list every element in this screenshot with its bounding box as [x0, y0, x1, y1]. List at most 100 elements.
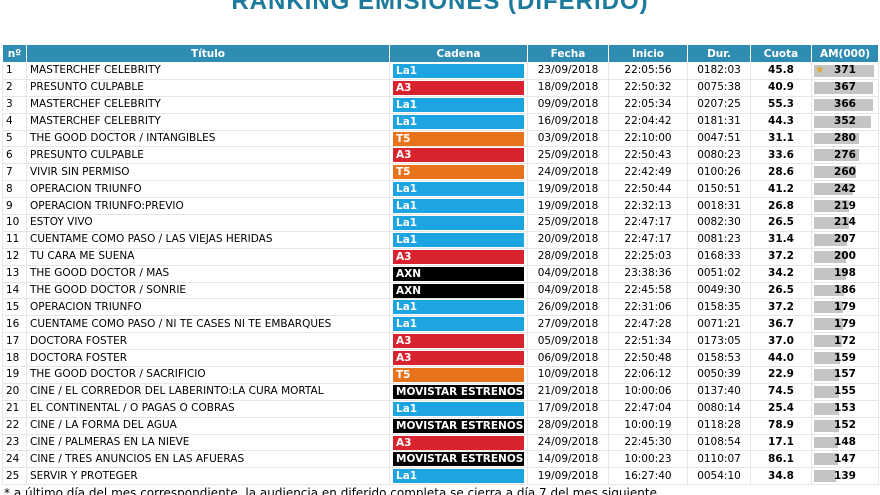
- audience-bar: [814, 115, 871, 128]
- audience-cell: 276: [811, 146, 879, 165]
- audience-value: 366: [834, 98, 856, 111]
- header-row: nº Título Cadena Fecha Inicio Dur. Cuota AM(000…: [2, 44, 879, 63]
- audience-value: 155: [834, 385, 856, 398]
- audience-bar: [814, 217, 849, 229]
- duration: 0082:30: [687, 214, 751, 232]
- program-title: CINE / LA FORMA DEL AGUA: [26, 416, 390, 435]
- rank: 11: [2, 230, 27, 249]
- program-title: OPERACION TRIUNFO: [26, 298, 390, 317]
- rank: 10: [2, 214, 27, 232]
- audience-value: 214: [834, 216, 856, 229]
- table-row: 24 CINE / TRES ANUNCIOS EN LAS AFUERAS MOV…: [2, 450, 879, 469]
- audience-bar: [814, 402, 839, 415]
- rank: 23: [2, 433, 27, 452]
- table-row: 12 TU CARA ME SUENA A3 28/09/2018 22:25:03 01…: [2, 247, 879, 266]
- share: 36.7: [750, 315, 812, 334]
- channel-badge: La1: [393, 232, 524, 247]
- audience-value: 371: [834, 64, 856, 77]
- table-row: 8 OPERACION TRIUNFO La1 19/09/2018 22:50:44 0…: [2, 180, 879, 199]
- channel-badge: T5: [393, 131, 524, 146]
- audience-cell: 172: [811, 332, 879, 351]
- audience-bar: [814, 436, 838, 449]
- date: 21/09/2018: [527, 382, 609, 401]
- program-title: SERVIR Y PROTEGER: [26, 467, 390, 486]
- channel-badge: A3: [393, 148, 524, 163]
- rank: 7: [2, 163, 27, 182]
- date: 24/09/2018: [527, 163, 609, 182]
- audience-value: 179: [834, 300, 856, 313]
- audience-cell: 179: [811, 315, 879, 334]
- date: 06/09/2018: [527, 349, 609, 368]
- audience-cell: 152: [811, 416, 879, 435]
- audience-bar: [814, 166, 857, 179]
- audience-cell: 200: [811, 247, 879, 266]
- audience-bar: [814, 132, 860, 145]
- start-time: 16:27:40: [608, 467, 688, 486]
- duration: 0080:14: [687, 399, 751, 418]
- date: 19/09/2018: [527, 180, 609, 199]
- table-row: 9 OPERACION TRIUNFO:PREVIO La1 19/09/2018 22…: [2, 197, 879, 216]
- start-time: 22:47:28: [608, 315, 688, 334]
- duration: 0137:40: [687, 382, 751, 401]
- table-row: 3 MASTERCHEF CELEBRITY La1 09/09/2018 22:05:…: [2, 95, 879, 114]
- share: 25.4: [750, 399, 812, 418]
- rank: 3: [2, 95, 27, 114]
- rank: 19: [2, 366, 27, 384]
- program-title: CUENTAME COMO PASO / LAS VIEJAS HERIDAS: [26, 230, 390, 249]
- duration: 0047:51: [687, 129, 751, 148]
- start-time: 10:00:19: [608, 416, 688, 435]
- date: 25/09/2018: [527, 214, 609, 232]
- table-row: 15 OPERACION TRIUNFO La1 26/09/2018 22:31:06…: [2, 298, 879, 317]
- share: 26.8: [750, 197, 812, 216]
- duration: 0100:26: [687, 163, 751, 182]
- rank: 18: [2, 349, 27, 368]
- channel-badge: MOVISTAR ESTRENOS: [393, 452, 524, 467]
- date: 14/09/2018: [527, 450, 609, 469]
- audience-value: 153: [834, 402, 856, 415]
- duration: 0049:30: [687, 281, 751, 300]
- date: 03/09/2018: [527, 129, 609, 148]
- channel-cell: La1: [389, 399, 528, 418]
- audience-bar: [814, 470, 837, 483]
- share: 33.6: [750, 146, 812, 165]
- channel-badge: La1: [393, 182, 524, 197]
- date: 04/09/2018: [527, 264, 609, 283]
- duration: 0110:07: [687, 450, 751, 469]
- audience-bar: [814, 81, 874, 94]
- channel-cell: AXN: [389, 281, 528, 300]
- start-time: 22:50:43: [608, 146, 688, 165]
- start-time: 22:32:13: [608, 197, 688, 216]
- date: 28/09/2018: [527, 247, 609, 266]
- channel-cell: La1: [389, 230, 528, 249]
- channel-cell: La1: [389, 95, 528, 114]
- share: 22.9: [750, 366, 812, 384]
- audience-bar: [814, 284, 845, 297]
- program-title: TU CARA ME SUENA: [26, 247, 390, 266]
- audience-value: 172: [834, 334, 856, 347]
- date: 16/09/2018: [527, 112, 609, 131]
- start-time: 22:05:56: [608, 62, 688, 80]
- table-row: 25 SERVIR Y PROTEGER La1 19/09/2018 16:27:40…: [2, 467, 879, 486]
- program-title: VIVIR SIN PERMISO: [26, 163, 390, 182]
- share: 41.2: [750, 180, 812, 199]
- audience-bar: [814, 267, 847, 280]
- audience-value: 200: [834, 250, 856, 263]
- audience-cell: 139: [811, 467, 879, 486]
- start-time: 22:04:42: [608, 112, 688, 131]
- start-time: 22:10:00: [608, 129, 688, 148]
- channel-badge: La1: [393, 469, 524, 484]
- audience-value: 152: [834, 419, 856, 432]
- start-time: 22:50:32: [608, 78, 688, 97]
- audience-bar: [814, 318, 843, 331]
- audience-cell: 367: [811, 78, 879, 97]
- start-time: 22:50:44: [608, 180, 688, 199]
- date: 23/09/2018: [527, 62, 609, 80]
- audience-bar: [814, 250, 847, 263]
- start-time: 22:45:58: [608, 281, 688, 300]
- channel-badge: La1: [393, 401, 524, 416]
- table-row: 14 THE GOOD DOCTOR / SONRIE AXN 04/09/2018 2…: [2, 281, 879, 300]
- start-time: 22:47:17: [608, 230, 688, 249]
- table-row: 6 PRESUNTO CULPABLE A3 25/09/2018 22:50:43 00…: [2, 146, 879, 165]
- table-row: 20 CINE / EL CORREDOR DEL LABERINTO:LA CU…: [2, 382, 879, 401]
